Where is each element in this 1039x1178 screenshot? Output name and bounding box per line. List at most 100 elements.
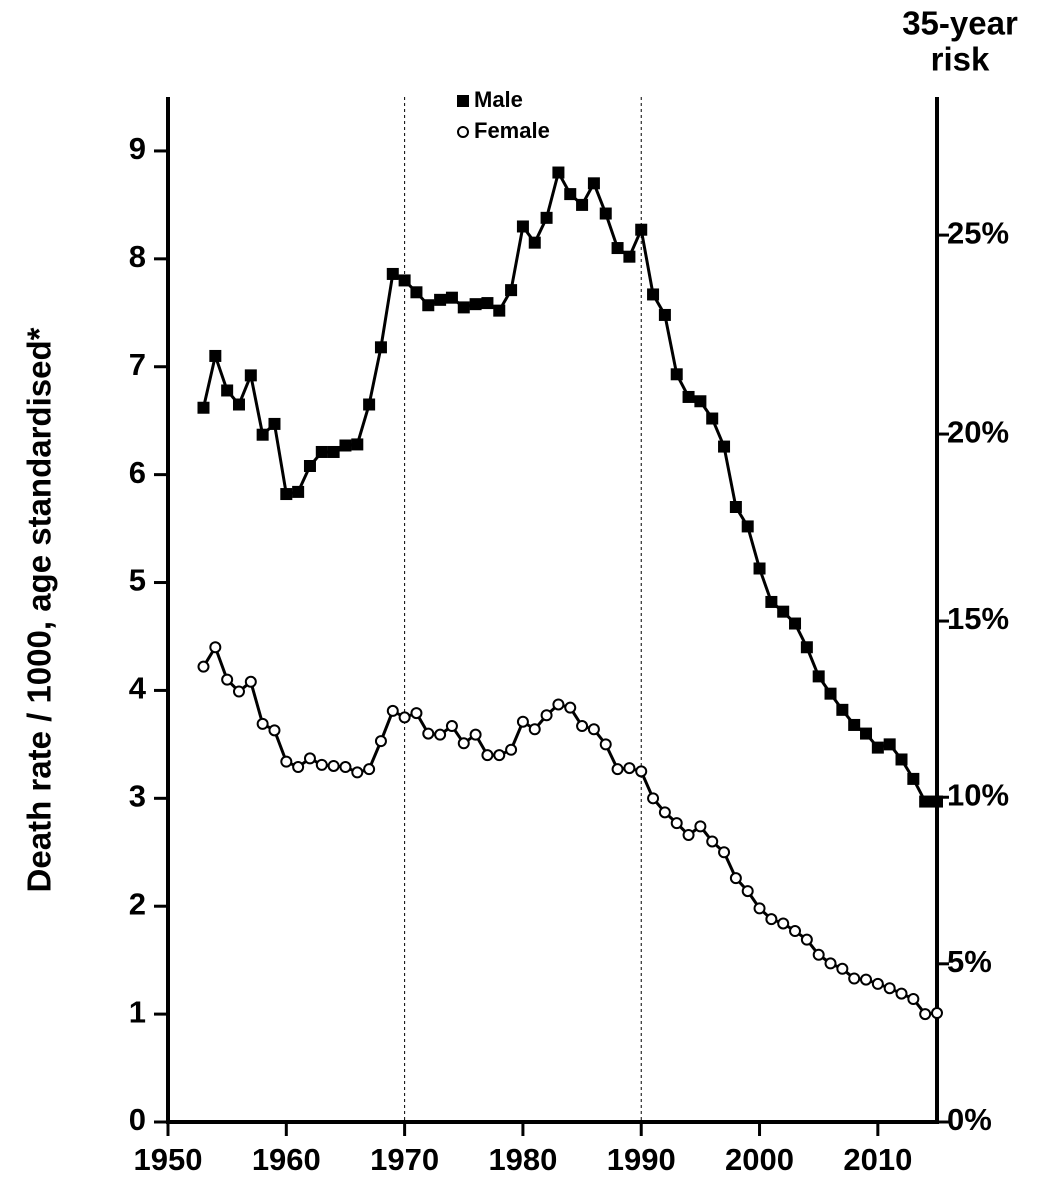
y2-tick-label: 10% [947, 777, 1009, 812]
x-tick-label: 1970 [370, 1142, 439, 1177]
data-point [244, 675, 257, 688]
data-point [658, 806, 671, 819]
data-point [741, 520, 754, 533]
data-point [907, 993, 920, 1005]
data-point [303, 752, 316, 765]
data-point [682, 390, 695, 403]
data-point [327, 759, 340, 772]
data-point [221, 384, 234, 397]
data-point [576, 198, 589, 211]
y2-tick-label: 15% [947, 601, 1009, 636]
data-point [848, 972, 861, 985]
data-point [587, 723, 600, 736]
data-point [374, 341, 387, 354]
y2-tick-label: 0% [947, 1102, 992, 1137]
data-point [871, 741, 884, 754]
y2-tick-label: 20% [947, 414, 1009, 449]
x-tick-label: 1950 [134, 1142, 203, 1177]
data-point [611, 763, 624, 776]
legend-label: Male [474, 87, 523, 112]
y-tick-label: 7 [129, 347, 146, 382]
data-point [860, 727, 873, 740]
data-point [895, 987, 908, 1000]
data-point [718, 846, 731, 859]
data-point [398, 711, 411, 724]
data-point [564, 701, 577, 714]
data-point [836, 962, 849, 975]
data-point [209, 349, 222, 362]
data-point [481, 297, 494, 310]
data-point [623, 250, 636, 263]
y-tick-label: 4 [129, 671, 147, 706]
data-point [445, 291, 458, 304]
data-point [931, 1007, 943, 1020]
data-point [280, 488, 293, 501]
data-point [658, 308, 671, 321]
y-tick-label: 0 [129, 1102, 146, 1137]
data-point [729, 872, 742, 885]
data-point [528, 723, 541, 736]
data-point [303, 460, 316, 472]
data-point [410, 707, 423, 720]
y2-tick-label: 25% [947, 215, 1009, 250]
y-tick-label: 1 [129, 994, 146, 1029]
data-point [635, 765, 648, 778]
data-point [481, 749, 494, 762]
data-point [505, 284, 518, 297]
data-point [232, 685, 245, 698]
data-point [363, 763, 376, 776]
data-point [209, 641, 222, 654]
data-point [410, 286, 423, 299]
data-point [765, 595, 778, 608]
data-point [871, 977, 884, 990]
y-tick-label: 6 [129, 455, 146, 490]
data-point [789, 925, 802, 938]
data-point [789, 617, 802, 630]
data-point [599, 207, 612, 220]
x-tick-label: 2000 [725, 1142, 794, 1177]
x-tick-label: 2010 [843, 1142, 912, 1177]
data-point [256, 428, 269, 441]
data-point [576, 720, 589, 733]
data-point [540, 709, 553, 722]
data-point [765, 913, 778, 926]
data-point [244, 369, 257, 382]
data-point [824, 957, 837, 970]
data-point [351, 766, 364, 779]
data-point [445, 720, 458, 733]
data-point [221, 673, 234, 686]
data-point [623, 762, 636, 775]
data-point [670, 817, 683, 830]
data-point [457, 301, 470, 314]
data-point [505, 743, 518, 756]
y-tick-label: 9 [129, 131, 146, 166]
data-point [706, 835, 719, 848]
data-point [931, 795, 943, 808]
y-tick-label: 3 [129, 779, 146, 814]
data-point [907, 772, 920, 785]
y-axis-label: Death rate / 1000, age standardised* [21, 327, 58, 892]
y2-axis-label: 35-year [902, 5, 1018, 42]
data-point [753, 902, 766, 915]
data-point [895, 753, 908, 766]
y2-tick-label: 5% [947, 944, 992, 979]
data-point [729, 501, 742, 513]
data-point [919, 1008, 932, 1021]
data-point [540, 211, 553, 224]
data-point [694, 820, 707, 833]
data-point [635, 223, 648, 236]
data-point [812, 948, 825, 961]
x-tick-label: 1990 [607, 1142, 676, 1177]
data-point [327, 445, 340, 458]
data-point [386, 704, 399, 717]
data-point [919, 795, 932, 808]
data-point [883, 738, 896, 751]
data-point [706, 412, 719, 425]
data-point [363, 398, 376, 411]
y2-axis-label: risk [931, 41, 990, 78]
y-tick-label: 8 [129, 239, 146, 274]
data-point [753, 562, 766, 575]
data-point [386, 267, 399, 280]
data-point [800, 641, 813, 654]
